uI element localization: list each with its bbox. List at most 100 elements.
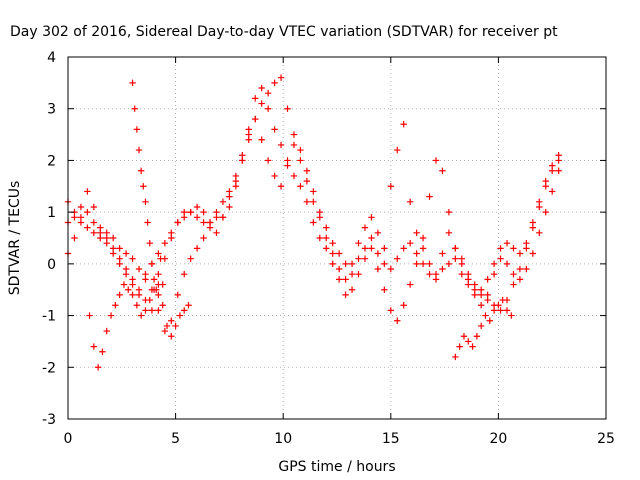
data-point [458, 271, 466, 278]
data-point [426, 260, 433, 268]
data-point [264, 157, 272, 164]
x-tick-label: 25 [597, 431, 615, 447]
data-point [77, 203, 85, 211]
data-point [258, 100, 265, 107]
data-point [155, 250, 162, 257]
data-point [284, 105, 291, 112]
data-point [264, 105, 272, 112]
data-point [503, 239, 511, 247]
data-point [445, 208, 453, 216]
data-point [456, 343, 463, 350]
x-tick-label: 0 [64, 431, 73, 447]
y-axis-title: SDTVAR / TECUs [7, 181, 23, 296]
data-point [497, 307, 504, 314]
data-point [71, 234, 78, 242]
data-point [490, 271, 498, 278]
data-point [510, 271, 517, 278]
chart-title: Day 302 of 2016, Sidereal Day-to-day VTE… [10, 24, 558, 40]
data-point [284, 162, 291, 169]
data-point [477, 302, 485, 309]
series-track-f [452, 296, 515, 361]
data-point [503, 307, 511, 314]
data-point [482, 312, 489, 319]
data-point [477, 286, 485, 293]
data-point [187, 255, 194, 262]
data-point [529, 219, 537, 226]
data-point [107, 312, 115, 319]
data-point [146, 296, 153, 304]
data-point [258, 84, 265, 92]
data-point [400, 245, 407, 252]
data-point [452, 353, 459, 361]
data-point [355, 255, 362, 262]
y-tick-label: 2 [47, 153, 56, 169]
data-point [213, 229, 220, 237]
data-point [510, 245, 517, 252]
y-tick-label: 3 [47, 102, 56, 118]
data-point [381, 260, 388, 268]
data-point [549, 188, 556, 195]
data-point [310, 219, 317, 226]
y-tick-label: 4 [47, 50, 56, 66]
data-point [219, 214, 227, 221]
data-point [155, 271, 162, 278]
data-point [368, 234, 375, 242]
data-point [329, 250, 336, 257]
data-point [90, 229, 98, 237]
data-point [297, 157, 304, 164]
data-point [97, 224, 104, 231]
data-point [516, 250, 524, 257]
data-point [155, 291, 162, 299]
data-point [503, 260, 511, 268]
data-point [140, 183, 147, 190]
data-point [368, 214, 375, 221]
data-point [172, 322, 179, 330]
data-point [413, 260, 420, 268]
data-marks [64, 74, 562, 371]
data-point [239, 152, 246, 159]
data-point [122, 250, 130, 257]
data-point [323, 245, 330, 252]
data-point [310, 188, 317, 195]
data-point [329, 260, 336, 268]
data-point [153, 286, 160, 293]
data-point [471, 291, 478, 299]
data-point [125, 286, 132, 293]
data-point [471, 281, 478, 288]
data-point [133, 302, 141, 309]
data-point [316, 234, 323, 242]
data-point [452, 255, 459, 262]
data-point [144, 219, 151, 226]
data-point [361, 245, 369, 252]
data-point [406, 239, 414, 247]
data-point [252, 115, 259, 123]
data-point [112, 302, 119, 309]
data-point [335, 276, 343, 283]
data-point [271, 172, 278, 180]
grid [68, 57, 606, 419]
y-tick-label: 1 [47, 205, 56, 221]
y-tick-label: -3 [42, 412, 56, 428]
data-point [484, 276, 491, 283]
data-point [400, 302, 407, 309]
data-point [303, 198, 311, 205]
data-point [157, 255, 164, 262]
data-point [103, 239, 110, 247]
data-point [155, 307, 162, 314]
data-point [523, 265, 530, 273]
data-point [473, 333, 481, 340]
data-point [168, 333, 175, 340]
data-point [168, 229, 175, 237]
data-point [277, 74, 285, 81]
data-point [342, 260, 349, 268]
data-point [150, 276, 158, 283]
data-point [523, 239, 530, 247]
data-point [381, 245, 388, 252]
data-point [159, 302, 166, 309]
data-point [129, 291, 136, 299]
series-track-c [64, 115, 562, 299]
x-tick-label: 20 [489, 431, 507, 447]
data-point [213, 208, 220, 216]
data-point [497, 255, 504, 262]
